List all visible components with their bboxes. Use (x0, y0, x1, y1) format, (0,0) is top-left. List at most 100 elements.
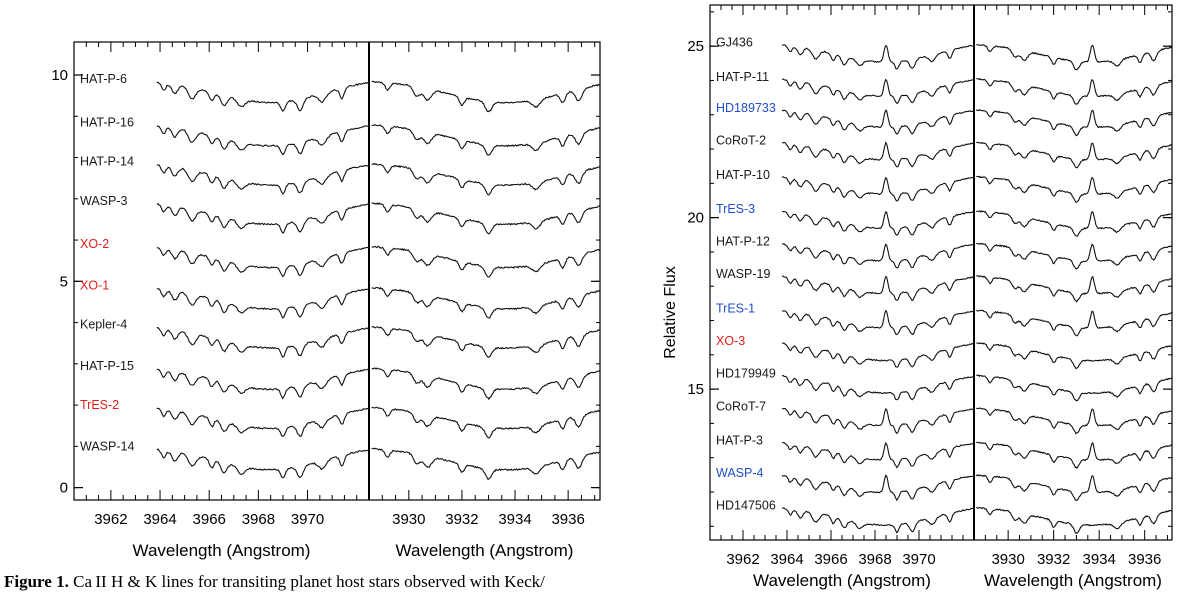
spectrum-line-hat-p-14 (371, 162, 600, 196)
series-label: HAT-P-12 (716, 235, 770, 249)
series-label: HAT-P-10 (716, 168, 770, 182)
x-tick-label: 3936 (551, 511, 584, 528)
x-tick-label: 3968 (242, 511, 275, 528)
spectrum-line-xo-1 (156, 288, 370, 319)
y-tick-label: 20 (687, 210, 704, 227)
series-label: CoRoT-2 (716, 133, 766, 147)
series-label: GJ436 (716, 36, 753, 50)
spectrum-line-hat-p-11 (976, 77, 1172, 105)
series-label: TrES-3 (716, 202, 755, 216)
x-tick-label: 3964 (770, 551, 803, 568)
x-axis-label: Wavelength (Angstrom) (396, 541, 574, 560)
spectrum-line-hd189733 (975, 109, 1172, 137)
series-label: HAT-P-6 (80, 72, 127, 86)
spectrum-line-xo-2 (156, 246, 370, 278)
spectra-group (156, 80, 600, 481)
x-tick-label: 3968 (858, 551, 891, 568)
spectrum-line-corot-7 (975, 407, 1172, 435)
spectrum-line-hd179949 (976, 374, 1172, 402)
series-label: TrES-1 (716, 302, 755, 316)
x-tick-label: 3936 (1128, 551, 1161, 568)
spectrum-line-hd147506 (975, 506, 1172, 535)
spectrum-line-wasp-14 (156, 448, 370, 479)
series-label: XO-2 (80, 237, 109, 251)
spectrum-line-kepler-4 (156, 326, 370, 358)
spectrum-line-hat-p-11 (782, 78, 975, 104)
spectrum-line-wasp-3 (156, 203, 370, 234)
x-tick-label: 3934 (498, 511, 531, 528)
x-tick-label: 3966 (193, 511, 226, 528)
chart-right: 15 20 25 3962 3964 3966 3968 3970 Wavelength (An… (662, 4, 1173, 590)
series-label: CoRoT-7 (716, 399, 766, 413)
spectrum-line-hat-p-6 (371, 80, 600, 113)
spectrum-line-xo-3 (976, 342, 1172, 370)
spectrum-line-hat-p-12 (781, 243, 975, 269)
series-label: HAT-P-15 (80, 359, 134, 373)
series-label: WASP-14 (80, 439, 134, 453)
spectrum-line-wasp-19 (781, 275, 974, 302)
x-tick-label: 3934 (1082, 551, 1115, 568)
spectrum-line-hd179949 (781, 374, 975, 401)
x-tick-label: 3930 (991, 551, 1024, 568)
caption-label: Figure 1. (4, 572, 69, 591)
spectrum-line-hd189733 (781, 109, 975, 135)
chart-left: 0 5 10 3962 3964 3966 3968 3970 Wavelength (Angs… (51, 41, 601, 560)
y-tick-label: 10 (51, 67, 68, 84)
series-label: WASP-4 (716, 466, 764, 480)
spectrum-line-tres-1 (975, 309, 1172, 337)
spectrum-line-hat-p-3 (781, 441, 975, 469)
spectrum-line-hat-p-10 (782, 176, 975, 202)
spectrum-line-hd147506 (781, 507, 975, 534)
spectrum-line-tres-3 (975, 210, 1172, 237)
x-tick-label: 3962 (94, 511, 127, 528)
spectrum-line-wasp-14 (371, 447, 600, 481)
x-tick-label: 3932 (445, 511, 478, 528)
spectrum-line-hat-p-14 (156, 164, 370, 195)
series-label: HD147506 (716, 499, 776, 513)
x-axis-label: Wavelength (Angstrom) (984, 571, 1162, 590)
spectrum-line-tres-2 (371, 406, 600, 439)
x-tick-label: 3962 (726, 551, 759, 568)
series-label: XO-3 (716, 334, 745, 348)
spectrum-line-tres-2 (156, 407, 370, 438)
y-axis-label: Relative Flux (662, 266, 679, 358)
x-tick-label: 3932 (1037, 551, 1070, 568)
y-tick-label: 25 (687, 38, 704, 55)
plot-frame (73, 41, 601, 501)
spectrum-line-hat-p-16 (371, 124, 600, 156)
spectrum-line-xo-3 (781, 342, 975, 368)
series-label: WASP-19 (716, 267, 770, 281)
y-tick-label: 15 (687, 381, 704, 398)
figure-caption: Figure 1. Ca II H & K lines for transiti… (4, 572, 545, 592)
spectrum-line-xo-1 (371, 286, 600, 319)
series-label: WASP-3 (80, 194, 128, 208)
series-label: HAT-P-14 (80, 155, 134, 169)
spectrum-line-tres-3 (781, 210, 974, 236)
spectrum-line-corot-2 (781, 141, 975, 168)
spectrum-line-hat-p-6 (156, 81, 370, 113)
spectrum-line-hat-p-12 (976, 242, 1172, 270)
spectrum-line-gj436 (976, 44, 1172, 71)
caption-text: Ca II H & K lines for transiting planet … (73, 572, 545, 591)
series-label: HAT-P-16 (80, 115, 134, 129)
spectrum-line-hat-p-16 (156, 125, 370, 156)
x-tick-label: 3970 (902, 551, 935, 568)
y-tick-label: 5 (60, 273, 68, 290)
spectrum-line-wasp-4 (781, 474, 975, 502)
spectrum-line-hat-p-15 (371, 367, 600, 401)
series-label: HD179949 (716, 367, 776, 381)
series-label: HAT-P-3 (716, 434, 763, 448)
series-label: HD189733 (716, 101, 776, 115)
x-tick-label: 3964 (143, 511, 176, 528)
y-tick-label: 0 (60, 480, 68, 497)
spectrum-line-xo-2 (371, 245, 600, 278)
spectrum-line-hat-p-3 (976, 441, 1172, 469)
x-tick-label: 3966 (814, 551, 847, 568)
x-tick-label: 3970 (291, 511, 324, 528)
spectrum-line-gj436 (781, 44, 975, 70)
spectrum-line-hat-p-15 (156, 368, 370, 400)
x-axis-label: Wavelength (Angstrom) (133, 541, 311, 560)
spectrum-line-corot-2 (976, 141, 1172, 169)
spectrum-line-kepler-4 (371, 326, 600, 359)
